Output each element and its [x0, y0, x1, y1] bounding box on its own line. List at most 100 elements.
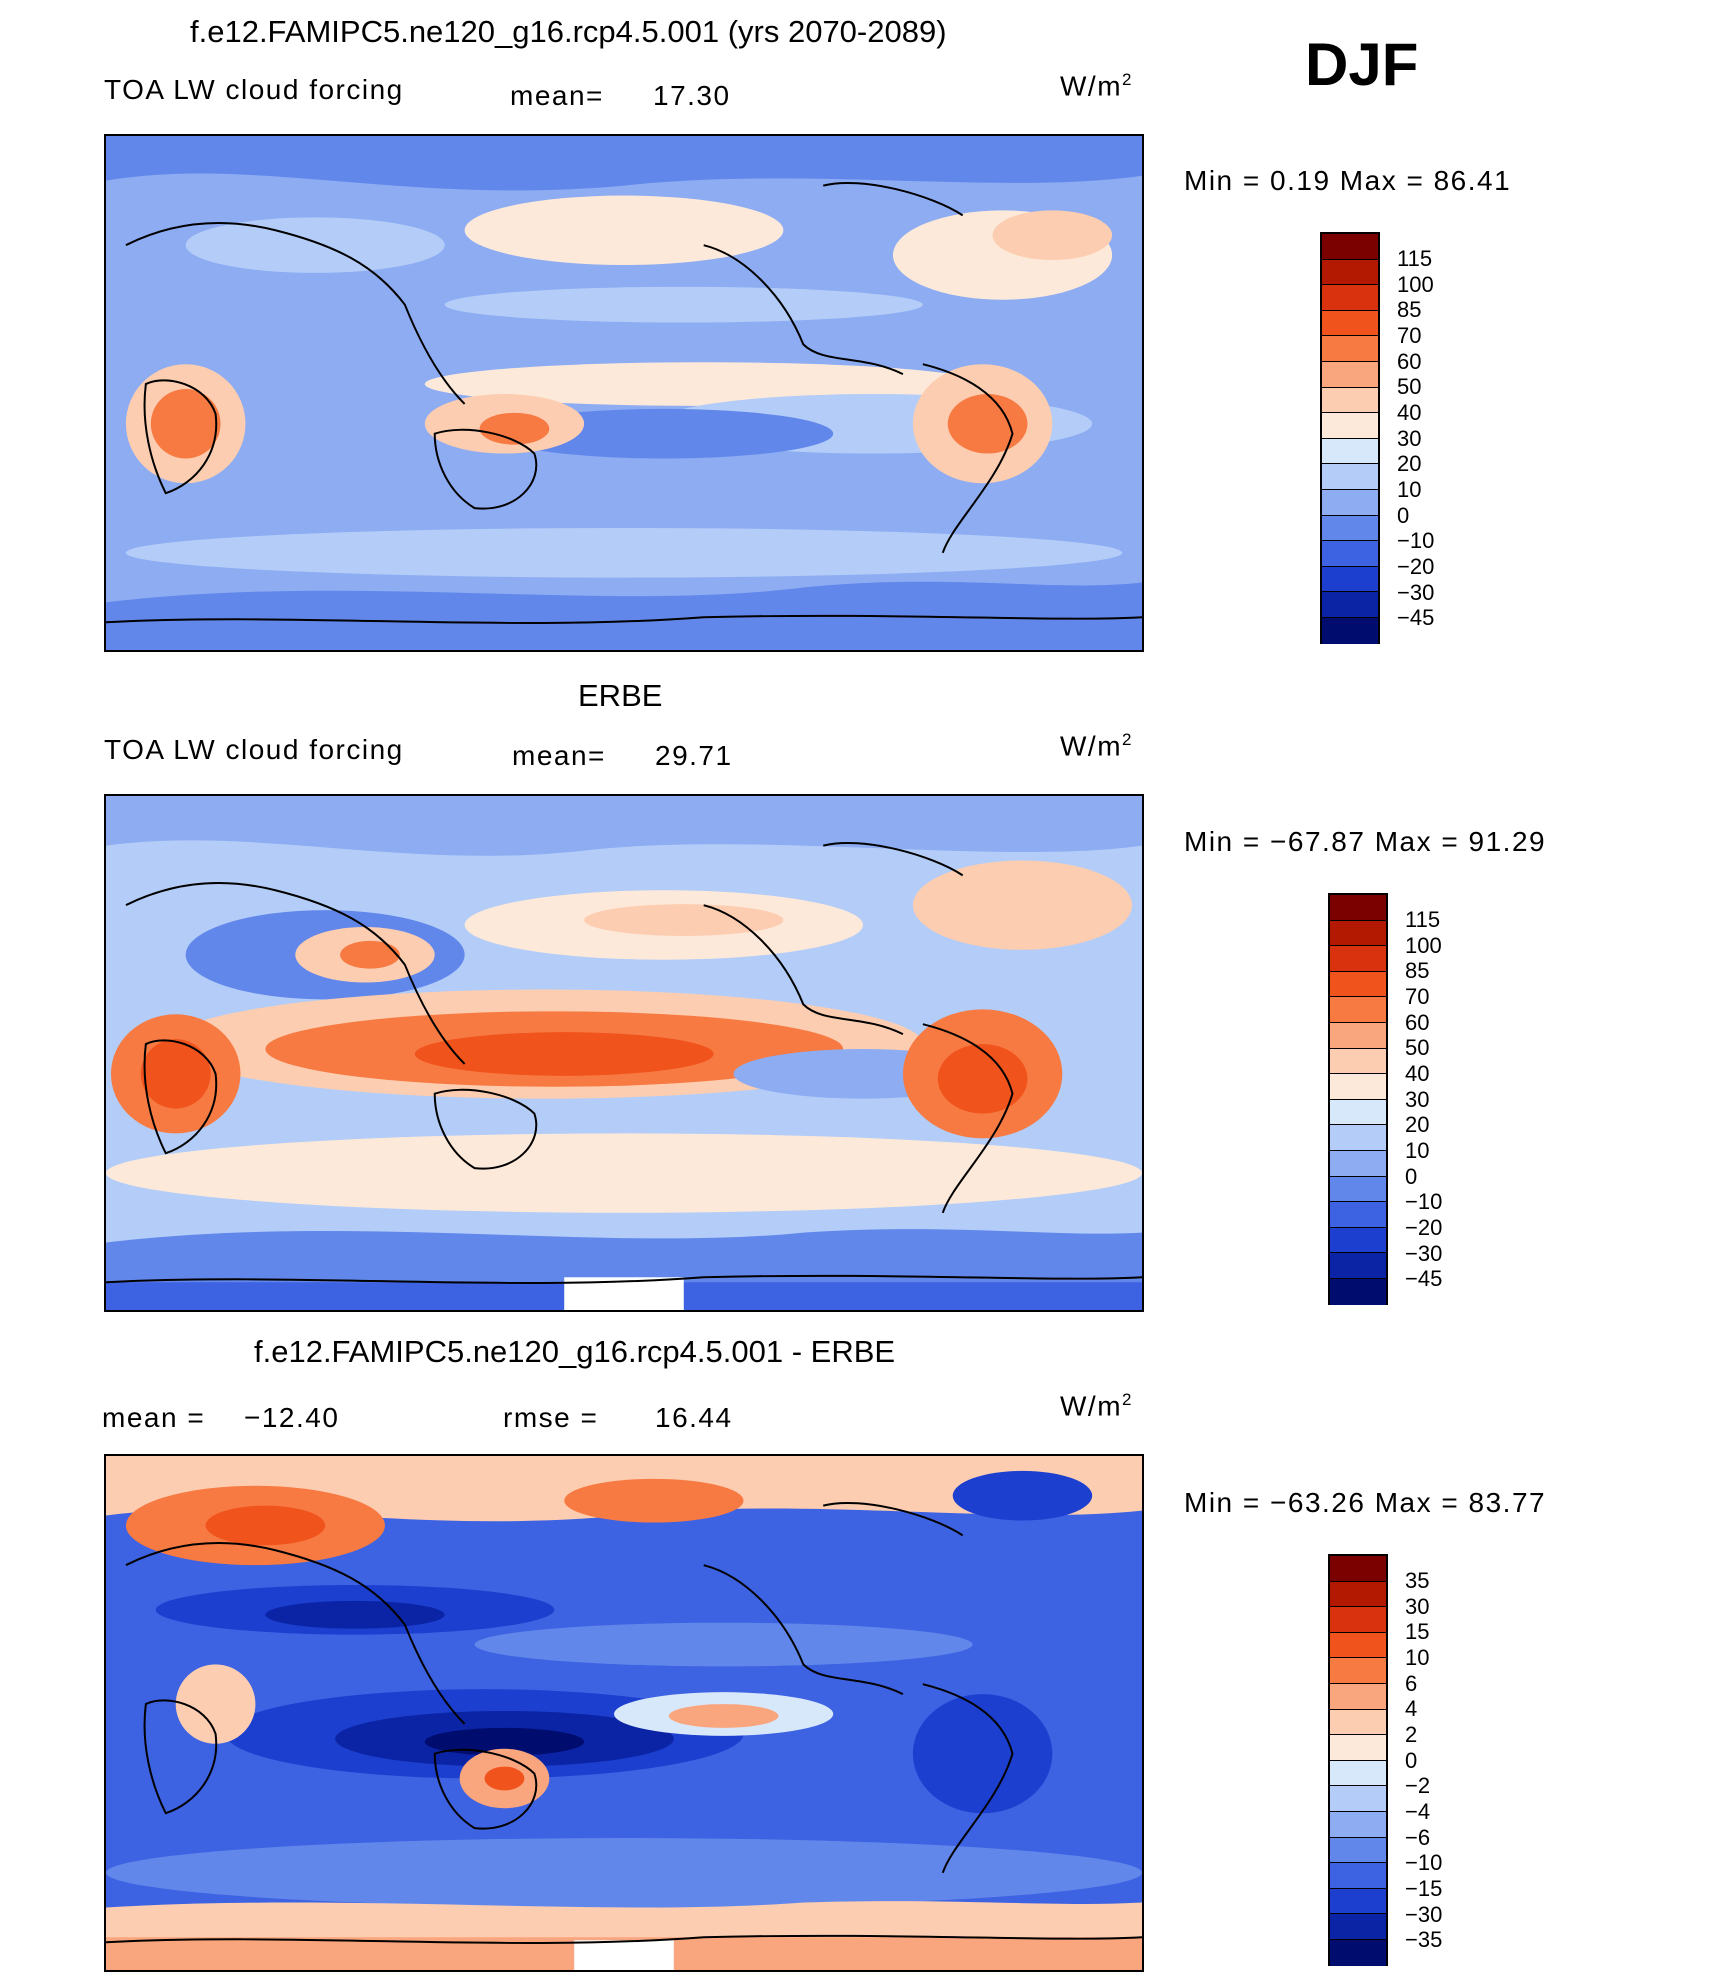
- panel-3-rmse-label: rmse =: [503, 1402, 599, 1433]
- panel-1-colorbar-swatch: [1322, 617, 1378, 644]
- panel-2-colorbar-swatch: [1330, 1125, 1386, 1151]
- panel-2-colorbar-tick: −20: [1405, 1215, 1443, 1240]
- panel-3-mean-label: mean =: [102, 1402, 206, 1433]
- panel-1-colorbar-swatch: [1322, 438, 1378, 465]
- panel-2-colorbar-swatch: [1330, 1074, 1386, 1100]
- panel-2-colorbar-swatch: [1330, 1202, 1386, 1228]
- panel-2-mean-value: 29.71: [655, 740, 733, 771]
- panel-3-minmax: Min = −63.26 Max = 83.77: [1184, 1487, 1547, 1518]
- panel-2-colorbar-tick: 30: [1405, 1087, 1430, 1112]
- panel-3-colorbar-tick: 0: [1405, 1748, 1418, 1773]
- panel-1-colorbar-swatch: [1322, 387, 1378, 414]
- panel-1-colorbar-swatch: [1322, 515, 1378, 542]
- panel-2-unit: W/m2: [1060, 730, 1133, 762]
- panel-1-colorbar-tick: 30: [1397, 426, 1422, 451]
- panel-1-colorbar-tick: 40: [1397, 400, 1422, 425]
- panel-1-title: f.e12.FAMIPC5.ne120_g16.rcp4.5.001 (yrs …: [190, 14, 947, 49]
- panel-2-colorbar-tick: 50: [1405, 1035, 1430, 1060]
- panel-3-colorbar-swatch: [1330, 1786, 1386, 1812]
- panel-1-colorbar-tick: −20: [1397, 554, 1435, 579]
- panel-3-colorbar-tick: 2: [1405, 1722, 1418, 1747]
- panel-3-colorbar-tick: 15: [1405, 1619, 1430, 1644]
- panel-2-map: [104, 794, 1144, 1312]
- panel-2-colorbar-tick: 85: [1405, 958, 1430, 983]
- panel-3-colorbar-swatch: [1330, 1837, 1386, 1864]
- panel-2-variable: TOA LW cloud forcing: [104, 734, 404, 765]
- panel-1-colorbar-swatch: [1322, 464, 1378, 490]
- panel-1-colorbar-tick: 50: [1397, 374, 1422, 399]
- panel-3-colorbar-swatch: [1330, 1581, 1386, 1608]
- panel-1-colorbar-swatch: [1322, 336, 1378, 362]
- panel-1-colorbar-swatch: [1322, 310, 1378, 337]
- panel-3-colorbar-tick: 30: [1405, 1594, 1430, 1619]
- panel-1-colorbar-tick: 85: [1397, 297, 1422, 322]
- panel-2-colorbar-tick: 70: [1405, 984, 1430, 1009]
- panel-2-colorbar-swatch: [1330, 946, 1386, 972]
- panel-1-colorbar-tick: −30: [1397, 580, 1435, 605]
- panel-3-map: [104, 1454, 1144, 1972]
- panel-3-colorbar-swatch: [1330, 1735, 1386, 1761]
- panel-3-colorbar-swatch: [1330, 1939, 1386, 1966]
- panel-1-colorbar-tick: 100: [1397, 272, 1434, 297]
- panel-3-colorbar-tick: −15: [1405, 1876, 1443, 1901]
- panel-3-map-field: [106, 1456, 1142, 1970]
- panel-3-colorbar: [1328, 1554, 1388, 1966]
- panel-3-colorbar-swatch: [1330, 1556, 1386, 1582]
- panel-3-colorbar-swatch: [1330, 1811, 1386, 1838]
- panel-3-colorbar-swatch: [1330, 1888, 1386, 1915]
- panel-2-colorbar-swatch: [1330, 1176, 1386, 1203]
- panel-2-colorbar-swatch: [1330, 1022, 1386, 1049]
- panel-1-colorbar-tick: 20: [1397, 451, 1422, 476]
- panel-2-colorbar-tick: 60: [1405, 1010, 1430, 1035]
- panel-2-colorbar-tick: 100: [1405, 933, 1442, 958]
- panel-1-colorbar-swatch: [1322, 234, 1378, 260]
- panel-2-map-field: [106, 796, 1142, 1310]
- panel-2-colorbar-swatch: [1330, 1099, 1386, 1126]
- panel-1-colorbar-swatch: [1322, 361, 1378, 388]
- panel-2-colorbar-tick: 10: [1405, 1138, 1430, 1163]
- panel-2-colorbar-swatch: [1330, 1227, 1386, 1254]
- panel-3-unit: W/m2: [1060, 1390, 1133, 1422]
- panel-1-colorbar-swatch: [1322, 413, 1378, 439]
- panel-2-title: ERBE: [578, 678, 663, 713]
- panel-1-colorbar-swatch: [1322, 566, 1378, 593]
- panel-3-colorbar-swatch: [1330, 1709, 1386, 1736]
- panel-1-mean-label: mean=: [510, 80, 604, 111]
- panel-1-colorbar-swatch: [1322, 285, 1378, 311]
- panel-3-colorbar-tick: −35: [1405, 1927, 1443, 1952]
- panel-2-colorbar-tick: 115: [1405, 907, 1441, 932]
- panel-2-minmax: Min = −67.87 Max = 91.29: [1184, 826, 1547, 857]
- panel-3-title: f.e12.FAMIPC5.ne120_g16.rcp4.5.001 - ERB…: [254, 1334, 896, 1369]
- panel-3-colorbar-swatch: [1330, 1607, 1386, 1633]
- panel-3-colorbar-tick: −10: [1405, 1850, 1443, 1875]
- panel-3-rmse-value: 16.44: [655, 1402, 733, 1433]
- panel-3-colorbar-swatch: [1330, 1658, 1386, 1684]
- panel-2-colorbar: [1328, 893, 1388, 1305]
- panel-2-colorbar-swatch: [1330, 997, 1386, 1023]
- panel-2-colorbar-swatch: [1330, 971, 1386, 998]
- panel-3-colorbar-swatch: [1330, 1683, 1386, 1710]
- panel-3-colorbar-swatch: [1330, 1760, 1386, 1787]
- panel-3-colorbar-tick: 6: [1405, 1671, 1418, 1696]
- panel-1-colorbar-tick: −45: [1397, 605, 1435, 630]
- panel-1-unit: W/m2: [1060, 70, 1133, 102]
- panel-2-colorbar-tick: −30: [1405, 1241, 1443, 1266]
- panel-3-colorbar-tick: −30: [1405, 1902, 1443, 1927]
- panel-1-colorbar-swatch: [1322, 592, 1378, 618]
- panel-2-colorbar-tick: 0: [1405, 1164, 1418, 1189]
- panel-3-mean-value: −12.40: [244, 1402, 340, 1433]
- panel-3-colorbar-swatch: [1330, 1632, 1386, 1659]
- panel-3-colorbar-tick: 4: [1405, 1696, 1418, 1721]
- panel-2-colorbar-swatch: [1330, 1048, 1386, 1075]
- panel-1-variable: TOA LW cloud forcing: [104, 74, 404, 105]
- panel-2-colorbar-swatch: [1330, 1253, 1386, 1279]
- panel-1-colorbar-tick: 60: [1397, 349, 1422, 374]
- panel-1-minmax: Min = 0.19 Max = 86.41: [1184, 165, 1512, 196]
- panel-1-colorbar-swatch: [1322, 489, 1378, 516]
- panel-2-colorbar-swatch: [1330, 920, 1386, 947]
- panel-1-colorbar: [1320, 232, 1380, 644]
- panel-2-colorbar-swatch: [1330, 1278, 1386, 1305]
- panel-1-colorbar-tick: 10: [1397, 477, 1422, 502]
- panel-1-colorbar-tick: −10: [1397, 528, 1435, 553]
- panel-3-colorbar-tick: −4: [1405, 1799, 1431, 1824]
